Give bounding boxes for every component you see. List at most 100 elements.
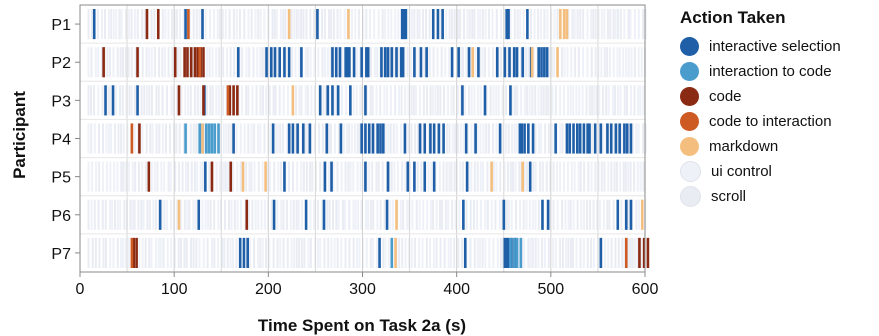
event-mark <box>432 123 436 154</box>
bg-tick <box>344 199 347 230</box>
bg-tick <box>636 237 639 268</box>
bg-tick <box>309 237 312 268</box>
bg-tick <box>491 9 494 40</box>
bg-tick <box>323 9 326 40</box>
bg-tick <box>362 9 365 40</box>
bg-tick <box>90 47 93 78</box>
bg-tick <box>627 199 630 230</box>
bg-tick <box>400 85 403 116</box>
bg-tick <box>600 9 603 40</box>
bg-tick <box>119 47 122 78</box>
bg-tick <box>575 237 578 268</box>
bg-tick <box>328 199 331 230</box>
bg-tick <box>141 237 144 268</box>
bg-tick <box>218 161 221 192</box>
bg-tick <box>459 9 462 40</box>
bg-tick <box>459 161 462 192</box>
bg-tick <box>550 47 553 78</box>
event-mark <box>265 47 268 78</box>
event-mark <box>346 47 349 78</box>
event-mark <box>379 123 382 154</box>
bg-tick <box>409 161 412 192</box>
bg-tick <box>97 85 100 116</box>
bg-tick <box>130 47 133 78</box>
bg-tick <box>567 199 570 230</box>
bg-tick <box>451 9 454 40</box>
bg-tick <box>545 161 548 192</box>
bg-tick <box>458 199 461 230</box>
bg-tick <box>272 47 275 78</box>
bg-tick <box>282 237 285 268</box>
bg-tick <box>447 85 450 116</box>
bg-tick <box>435 237 438 268</box>
bg-tick <box>369 199 372 230</box>
bg-tick <box>336 237 339 268</box>
bg-tick <box>523 237 526 268</box>
bg-tick <box>604 237 607 268</box>
bg-tick <box>173 237 176 268</box>
bg-tick <box>265 237 268 268</box>
bg-tick <box>300 237 303 268</box>
bg-tick <box>302 9 305 40</box>
event-mark <box>366 47 370 78</box>
bg-tick <box>390 9 393 40</box>
bg-tick <box>143 9 146 40</box>
event-mark <box>236 85 239 116</box>
bg-tick <box>431 85 434 116</box>
bg-tick <box>235 237 238 268</box>
bg-tick <box>377 161 380 192</box>
bg-tick <box>213 199 216 230</box>
bg-tick <box>410 9 413 40</box>
bg-tick <box>298 47 301 78</box>
bg-tick <box>280 199 283 230</box>
bg-tick <box>250 161 253 192</box>
event-mark <box>404 9 408 40</box>
bg-tick <box>620 199 623 230</box>
bg-tick <box>422 199 425 230</box>
bg-tick <box>514 85 517 116</box>
bg-tick <box>171 47 174 78</box>
bg-tick <box>567 237 570 268</box>
event-mark <box>530 47 534 78</box>
bg-tick <box>97 47 100 78</box>
bg-tick <box>404 85 407 116</box>
bg-tick <box>414 85 417 116</box>
bg-tick <box>292 199 295 230</box>
bg-tick <box>523 161 526 192</box>
bg-tick <box>333 237 336 268</box>
bg-tick <box>402 199 405 230</box>
bg-tick <box>631 237 634 268</box>
bg-tick <box>164 9 167 40</box>
bg-tick <box>196 85 199 116</box>
bg-tick <box>239 199 242 230</box>
bg-tick <box>500 9 503 40</box>
bg-tick <box>358 47 361 78</box>
bg-tick <box>300 85 303 116</box>
bg-tick <box>309 9 312 40</box>
bg-tick <box>275 9 278 40</box>
event-mark <box>213 123 217 154</box>
bg-tick <box>165 85 168 116</box>
bg-tick <box>332 161 335 192</box>
bg-tick <box>579 237 582 268</box>
bg-tick <box>158 47 161 78</box>
bg-tick <box>613 161 616 192</box>
event-mark <box>371 123 375 154</box>
event-mark <box>519 237 523 268</box>
event-mark <box>502 199 506 230</box>
bg-tick <box>576 9 579 40</box>
bg-tick <box>392 123 395 154</box>
bg-tick <box>447 199 450 230</box>
bg-tick <box>286 123 289 154</box>
bg-tick <box>325 85 328 116</box>
bg-tick <box>376 47 379 78</box>
bg-tick <box>362 47 365 78</box>
bg-tick <box>154 199 157 230</box>
bg-tick <box>221 9 224 40</box>
bg-tick <box>359 85 362 116</box>
event-mark <box>308 123 312 154</box>
event-mark <box>431 9 435 40</box>
bg-tick <box>187 85 190 116</box>
bg-tick <box>87 161 90 192</box>
bg-tick <box>479 9 482 40</box>
